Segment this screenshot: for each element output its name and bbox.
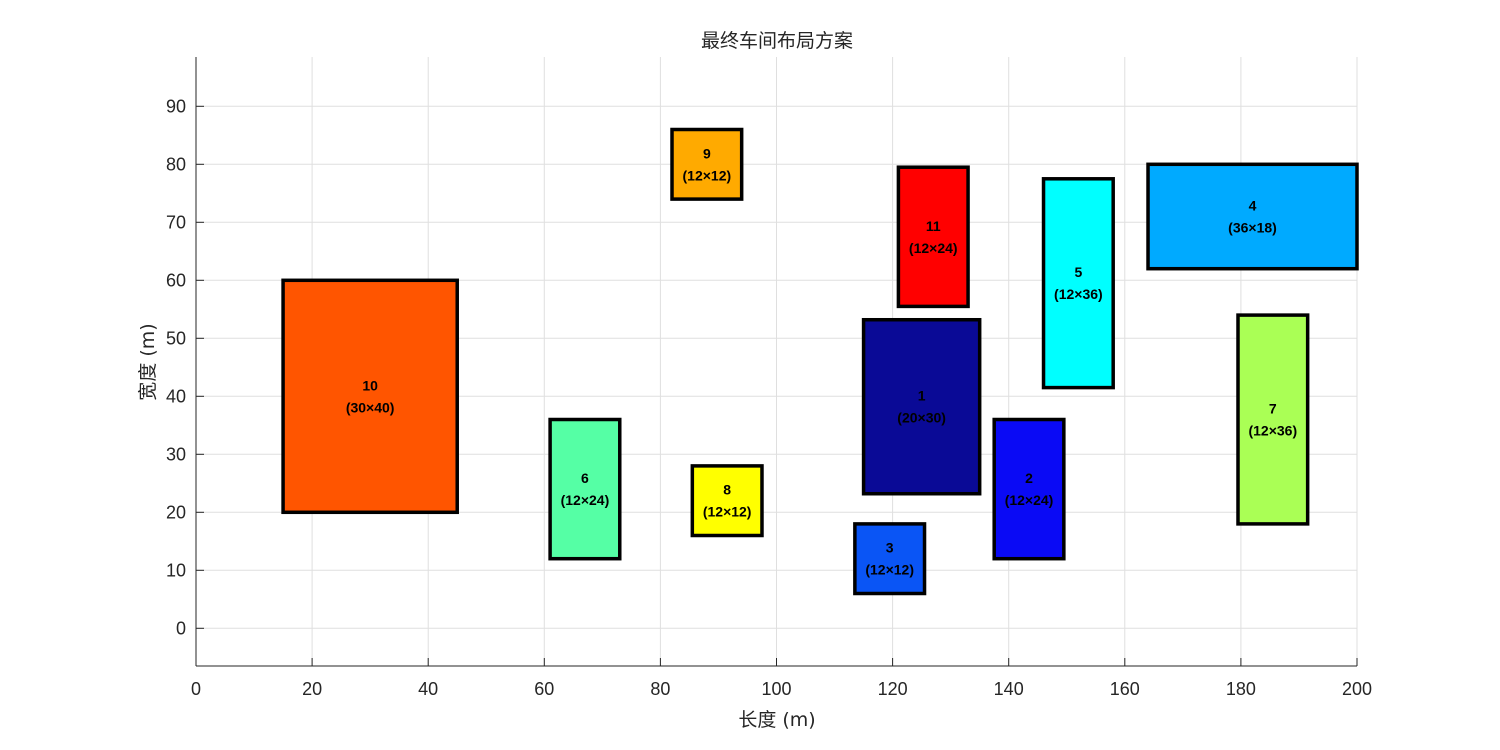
block-10 xyxy=(281,278,459,515)
y-tick-label: 40 xyxy=(166,386,186,406)
x-tick-label: 80 xyxy=(650,679,670,699)
block-7 xyxy=(1236,313,1310,526)
block-4 xyxy=(1146,162,1359,271)
x-tick-label: 180 xyxy=(1226,679,1256,699)
block-4-size-label: (36×18) xyxy=(1228,220,1277,236)
block-9-size-label: (12×12) xyxy=(683,167,732,183)
axes: 0 20 40 60 80 100 120 140 160 180 2000102030405060… xyxy=(166,57,1372,699)
x-tick-label: 0 xyxy=(191,679,201,699)
block-5-id-label: 5 xyxy=(1074,264,1082,280)
block-2 xyxy=(992,417,1066,561)
block-3 xyxy=(853,522,927,596)
block-8-size-label: (12×12) xyxy=(703,504,752,520)
block-11-id-label: 11 xyxy=(926,218,941,234)
block-9-id-label: 9 xyxy=(703,145,711,161)
x-tick-label: 40 xyxy=(418,679,438,699)
block-11-size-label: (12×24) xyxy=(909,240,958,256)
y-axis-label: 宽度 (m) xyxy=(137,323,159,400)
y-tick-label: 70 xyxy=(166,212,186,232)
block-1-id-label: 1 xyxy=(918,388,926,404)
y-tick-label: 80 xyxy=(166,154,186,174)
x-tick-label: 100 xyxy=(761,679,791,699)
x-tick-label: 200 xyxy=(1342,679,1372,699)
block-3-size-label: (12×12) xyxy=(865,562,914,578)
block-6-id-label: 6 xyxy=(581,470,589,486)
x-tick-label: 120 xyxy=(878,679,908,699)
y-tick-label: 0 xyxy=(176,618,186,638)
y-tick-label: 10 xyxy=(166,560,186,580)
grid xyxy=(195,57,1358,666)
x-tick-label: 160 xyxy=(1110,679,1140,699)
y-tick-label: 90 xyxy=(166,96,186,116)
block-10-size-label: (30×40) xyxy=(346,399,395,415)
block-5 xyxy=(1041,177,1115,390)
block-3-id-label: 3 xyxy=(886,540,894,556)
block-4-id-label: 4 xyxy=(1249,198,1257,214)
y-tick-label: 30 xyxy=(166,444,186,464)
block-10-id-label: 10 xyxy=(362,377,378,393)
block-11 xyxy=(896,165,970,309)
y-tick-label: 60 xyxy=(166,270,186,290)
x-tick-label: 140 xyxy=(994,679,1024,699)
y-tick-label: 20 xyxy=(166,502,186,522)
block-1-size-label: (20×30) xyxy=(897,410,946,426)
x-tick-label: 20 xyxy=(302,679,322,699)
block-2-size-label: (12×24) xyxy=(1005,492,1054,508)
block-6-size-label: (12×24) xyxy=(561,492,610,508)
block-8-id-label: 8 xyxy=(723,482,731,498)
block-6 xyxy=(548,417,622,561)
x-tick-label: 60 xyxy=(534,679,554,699)
block-8 xyxy=(690,464,764,538)
block-5-size-label: (12×36) xyxy=(1054,286,1103,302)
workshop-blocks: 1 (20×30) 2 (12×24) 3 (12×12) 4 (36×18) 5 (12×36)… xyxy=(281,127,1359,596)
block-7-size-label: (12×36) xyxy=(1248,423,1297,439)
block-1 xyxy=(861,317,982,496)
chart-title: 最终车间布局方案 xyxy=(701,30,853,52)
block-2-id-label: 2 xyxy=(1025,470,1033,486)
block-9 xyxy=(670,127,744,201)
x-axis-label: 长度 (m) xyxy=(738,709,815,731)
y-tick-label: 50 xyxy=(166,328,186,348)
block-7-id-label: 7 xyxy=(1269,401,1277,417)
